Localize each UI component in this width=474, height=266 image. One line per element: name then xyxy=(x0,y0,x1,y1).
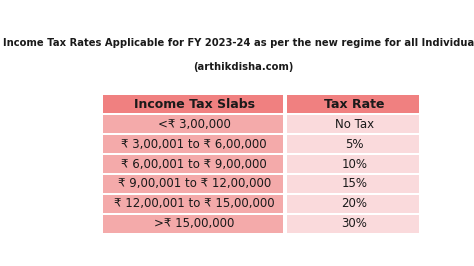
Text: 10%: 10% xyxy=(341,157,367,171)
Bar xyxy=(103,135,283,153)
Bar xyxy=(287,155,419,173)
Bar xyxy=(287,115,419,133)
Text: ₹ 6,00,001 to ₹ 9,00,000: ₹ 6,00,001 to ₹ 9,00,000 xyxy=(121,157,267,171)
Text: (arthikdisha.com): (arthikdisha.com) xyxy=(193,62,293,72)
Bar xyxy=(287,175,419,193)
Text: <₹ 3,00,000: <₹ 3,00,000 xyxy=(158,118,230,131)
Bar xyxy=(103,195,283,213)
Bar xyxy=(103,155,283,173)
Text: Income Tax Rates Applicable for FY 2023-24 as per the new regime for all Individ: Income Tax Rates Applicable for FY 2023-… xyxy=(3,38,474,48)
Bar xyxy=(103,215,283,233)
Text: ₹ 12,00,001 to ₹ 15,00,000: ₹ 12,00,001 to ₹ 15,00,000 xyxy=(114,197,274,210)
Text: Income Tax Slabs: Income Tax Slabs xyxy=(134,98,255,111)
Bar xyxy=(103,175,283,193)
Text: No Tax: No Tax xyxy=(335,118,374,131)
Text: ₹ 9,00,001 to ₹ 12,00,000: ₹ 9,00,001 to ₹ 12,00,000 xyxy=(118,177,271,190)
Text: 20%: 20% xyxy=(341,197,367,210)
Text: ₹ 3,00,001 to ₹ 6,00,000: ₹ 3,00,001 to ₹ 6,00,000 xyxy=(121,138,267,151)
Text: Tax Rate: Tax Rate xyxy=(324,98,384,111)
Bar xyxy=(287,135,419,153)
Bar xyxy=(103,115,283,133)
Bar xyxy=(103,95,283,113)
Text: >₹ 15,00,000: >₹ 15,00,000 xyxy=(154,217,234,230)
Bar xyxy=(287,215,419,233)
Text: 5%: 5% xyxy=(345,138,364,151)
Text: 15%: 15% xyxy=(341,177,367,190)
Text: 30%: 30% xyxy=(341,217,367,230)
Bar xyxy=(287,95,419,113)
Bar xyxy=(287,195,419,213)
